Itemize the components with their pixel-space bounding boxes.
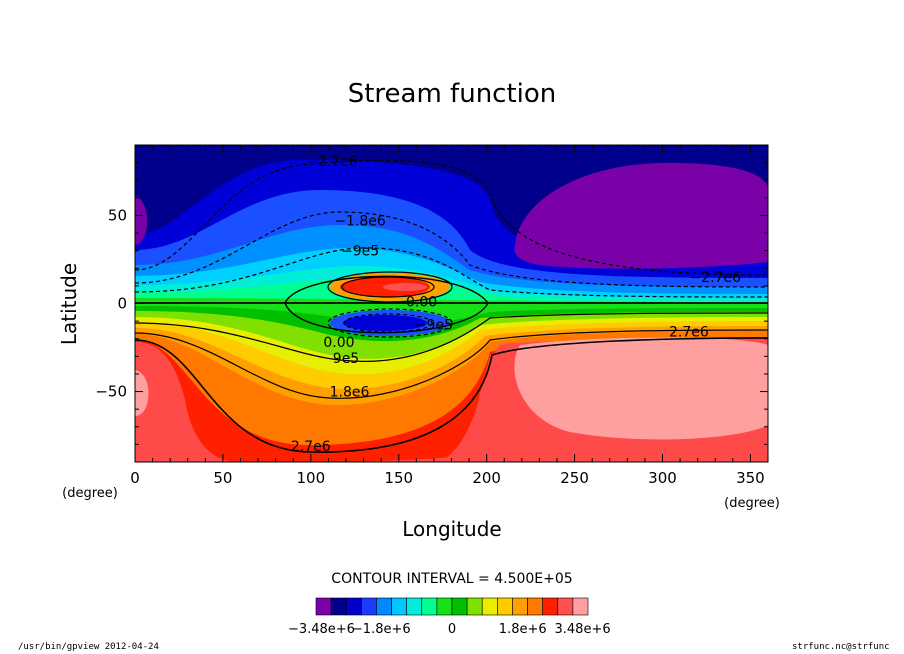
y-tick-label: −50 [95, 383, 127, 401]
x-tick-label: 350 [736, 469, 765, 487]
colorbar-tick-label: 0 [448, 622, 456, 637]
colorbar-swatch [451, 597, 468, 616]
colorbar-swatch [376, 597, 392, 616]
x-tick-label: 250 [560, 469, 589, 487]
contour-neg-9e5 [135, 247, 768, 298]
contour-label: 0.00 [406, 295, 437, 311]
contour-label: 2.7e6 [669, 325, 709, 341]
colorbar-swatch [497, 597, 513, 616]
contour-pos-2.7e6 [135, 337, 768, 453]
x-tick-label: 200 [472, 469, 501, 487]
contour-pos-9e5 [135, 312, 768, 362]
footer-right: strfunc.nc@strfunc [792, 642, 890, 652]
contour-south-cell-inner [343, 313, 433, 333]
colorbar-tick-label: −1.8e+6 [352, 622, 411, 637]
colorbar-tick-label: −3.48e+6 [288, 622, 355, 637]
min-north-purple [514, 162, 768, 269]
x-tick-label: 150 [384, 469, 413, 487]
colorbar-swatch [512, 597, 528, 616]
contour-south-cell [327, 308, 453, 338]
colorbar-swatch [421, 597, 438, 616]
colorbar-swatch [572, 597, 589, 616]
contour-label: 2.7e6 [291, 439, 331, 455]
x-tick-label: 0 [130, 469, 140, 487]
colorbar-swatch [406, 597, 423, 616]
x-unit-label: (degree) [724, 496, 780, 511]
band-south-salmon-left [135, 342, 240, 462]
colorbar-swatch [542, 597, 559, 616]
contour-label: 1.8e6 [330, 385, 370, 401]
cell-north-core [383, 283, 427, 291]
axis-ticks: 0 50 100 150 200 250 300 350 −50 0 50 [95, 144, 769, 487]
contour-neg-1.8e6 [135, 211, 768, 288]
contour-interval-text: CONTOUR INTERVAL = 4.500E+05 [331, 571, 572, 587]
colorbar-swatch [436, 597, 453, 616]
contour-label: −9e5 [415, 318, 453, 334]
colorbar-swatch [391, 597, 407, 616]
colorbar [315, 597, 589, 616]
x-tick-label: 100 [297, 469, 326, 487]
x-tick-label: 300 [648, 469, 677, 487]
colorbar-tick-label: 3.48e+6 [555, 622, 611, 637]
contour-north-cell [327, 271, 453, 303]
contour-label: 9e5 [333, 351, 359, 367]
contour-lines [135, 159, 768, 453]
y-unit-label: (degree) [62, 486, 118, 501]
contour-label: −2.7e6 [306, 154, 358, 170]
max-south-pink [514, 337, 768, 440]
colorbar-tick-labels: −3.48e+6−1.8e+6 0 1.8e+6 3.48e+6 [288, 622, 611, 637]
colorbar-swatch [481, 597, 498, 616]
colorbar-swatch [527, 597, 543, 616]
y-axis-label: Latitude [57, 263, 81, 345]
cell-south-core [343, 315, 427, 331]
contour-pos-1.8e6 [135, 329, 768, 399]
contour-label: 0.00 [323, 335, 354, 351]
contour-label: −1.8e6 [334, 214, 386, 230]
footer-left: /usr/bin/gpview 2012-04-24 [18, 642, 159, 652]
colorbar-tick-label: 1.8e+6 [499, 622, 547, 637]
colorbar-swatch [330, 597, 347, 616]
colorbar-swatch [361, 597, 377, 616]
contour-label: −2.7e6 [689, 270, 741, 286]
y-tick-label: 50 [108, 206, 127, 224]
chart-title: Stream function [348, 79, 557, 109]
y-tick-label: 0 [117, 295, 127, 313]
colorbar-swatch [557, 597, 574, 616]
colorbar-swatch [345, 597, 362, 616]
colorbar-swatch [315, 597, 332, 616]
x-tick-label: 50 [213, 469, 232, 487]
colorbar-swatch [466, 597, 483, 616]
contour-label: −9e5 [341, 244, 379, 260]
x-axis-label: Longitude [402, 517, 501, 541]
contour-neg-2.7e6 [135, 159, 768, 276]
contour-north-cell-inner [341, 276, 435, 298]
max-south-pink-left [135, 370, 149, 416]
